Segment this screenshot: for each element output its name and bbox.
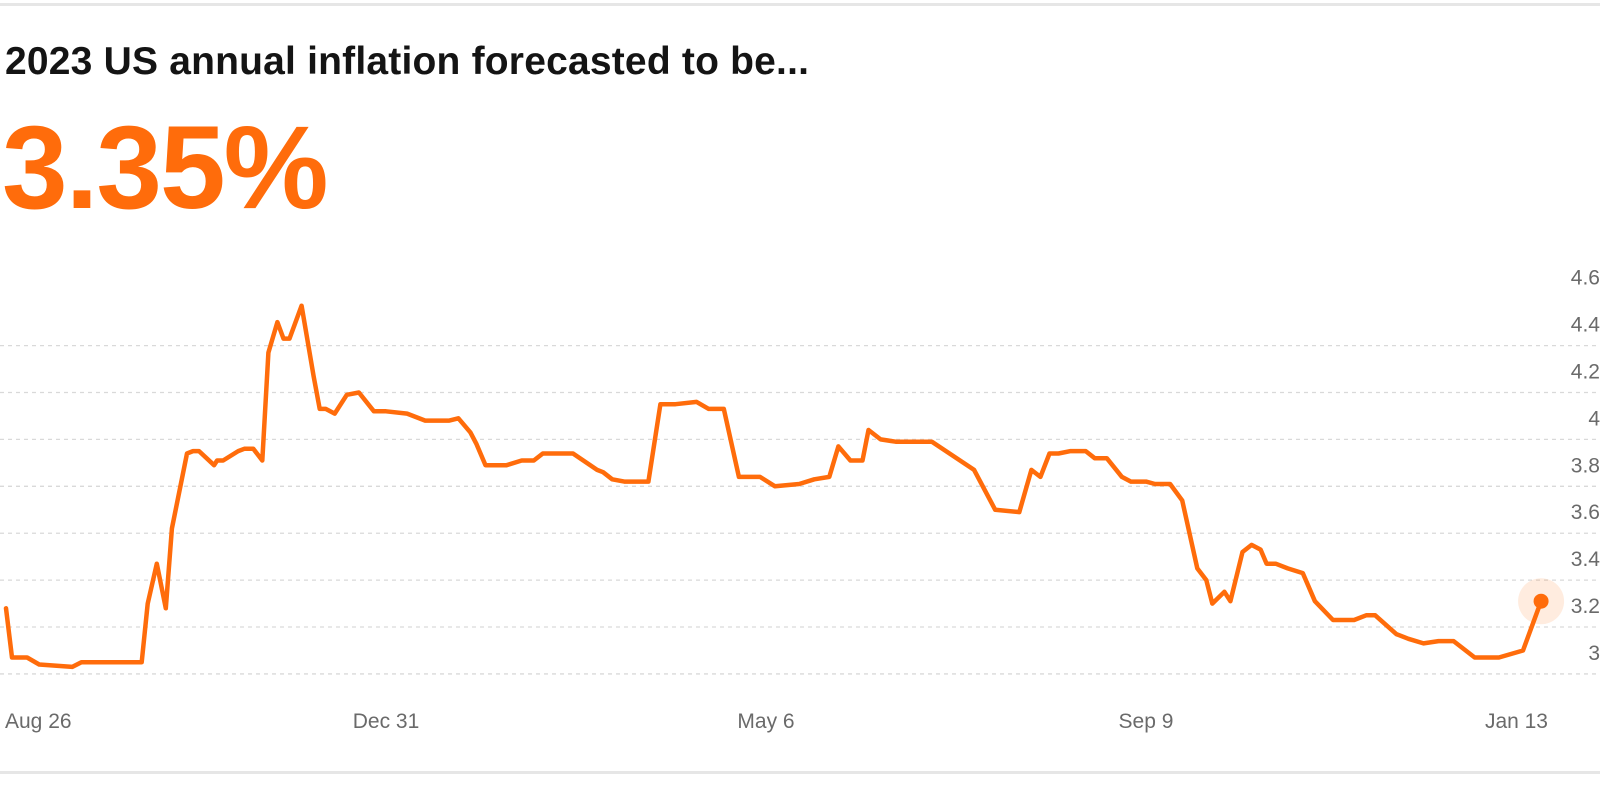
series-line [3,303,1544,670]
y-tick-label: 3 [1588,642,1600,665]
top-divider [0,3,1600,6]
x-tick-label: Aug 26 [5,710,72,733]
grid-lines [0,344,1600,675]
last-point-marker [1533,593,1549,609]
x-tick-label: Sep 9 [1119,710,1174,733]
y-tick-label: 4.6 [1571,267,1600,290]
y-axis-ticks: 3 3.2 3.4 3.6 3.8 4 4.2 4.4 4.6 [1571,267,1600,665]
y-tick-label: 4 [1588,407,1600,430]
x-axis-ticks: Aug 26 Dec 31 May 6 Sep 9 Jan 13 [5,710,1548,733]
y-tick-label: 3.2 [1571,595,1600,618]
series-layer [3,303,1565,670]
y-tick-label: 3.4 [1571,548,1600,571]
y-tick-label: 3.6 [1571,501,1600,524]
y-tick-label: 3.8 [1571,454,1600,477]
x-tick-label: Dec 31 [353,710,420,733]
bottom-divider [0,771,1600,774]
y-tick-label: 4.2 [1571,361,1600,384]
x-tick-label: Jan 13 [1485,710,1548,733]
x-tick-label: May 6 [737,710,794,733]
y-tick-label: 4.4 [1571,314,1600,337]
headline: 2023 US annual inflation forecasted to b… [5,40,810,83]
current-forecast-value: 3.35% [2,102,329,234]
